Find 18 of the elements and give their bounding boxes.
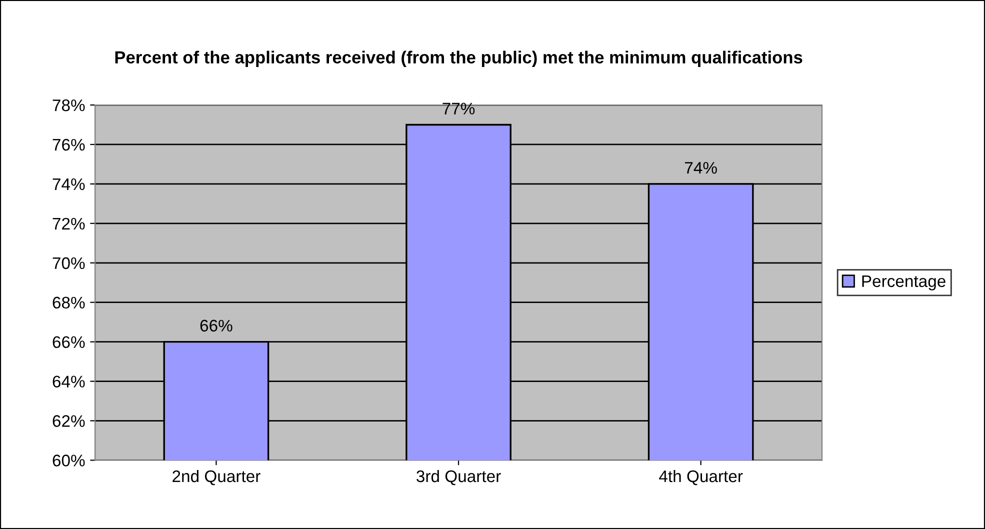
data-label: 74% xyxy=(685,162,717,174)
chart-title: Percent of the applicants received (from the public) met the minimum qualifications xyxy=(115,50,802,67)
y-tick-label: 66% xyxy=(52,336,85,348)
y-tick-label: 70% xyxy=(52,257,85,270)
y-tick-label: 68% xyxy=(52,296,85,309)
x-tick-label: 3rd Quarter xyxy=(416,470,501,486)
legend-label: Percentage xyxy=(862,275,946,290)
y-tick-label: 64% xyxy=(52,376,85,388)
x-tick-label: 4th Quarter xyxy=(659,470,743,486)
x-tick-label: 2nd Quarter xyxy=(172,470,260,486)
y-tick-label: 60% xyxy=(52,454,85,466)
y-tick-label: 62% xyxy=(52,415,85,427)
y-tick-label: 78% xyxy=(52,99,85,112)
data-label: 66% xyxy=(200,320,232,332)
y-tick-label: 74% xyxy=(52,178,85,190)
y-tick-label: 72% xyxy=(52,218,85,230)
y-tick-label: 76% xyxy=(52,138,85,151)
data-label: 77% xyxy=(442,102,475,114)
